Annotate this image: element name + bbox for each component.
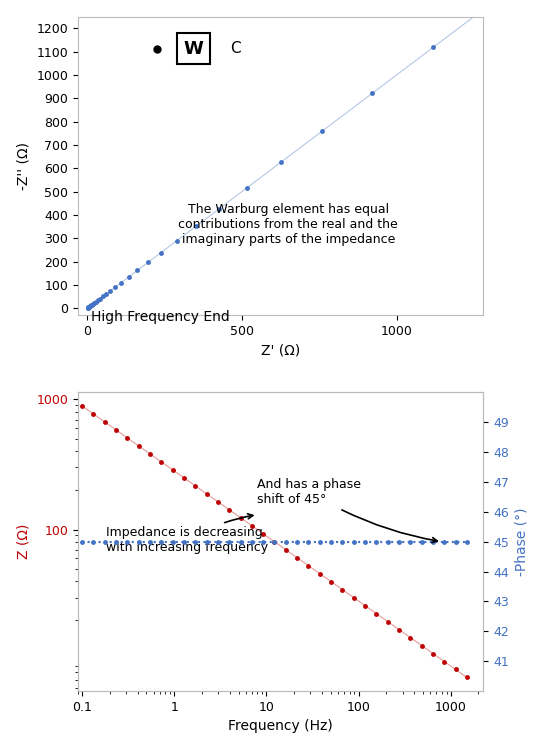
Text: W: W — [184, 40, 203, 58]
Text: C: C — [230, 41, 240, 56]
X-axis label: Z' (Ω): Z' (Ω) — [261, 344, 300, 358]
Text: And has a phase
shift of 45°: And has a phase shift of 45° — [257, 478, 437, 542]
Y-axis label: -Z'' (Ω): -Z'' (Ω) — [17, 142, 31, 190]
X-axis label: Frequency (Hz): Frequency (Hz) — [228, 719, 333, 734]
Y-axis label: Z (Ω): Z (Ω) — [17, 524, 31, 560]
Text: The Warburg element has equal
contributions from the real and the
imaginary part: The Warburg element has equal contributi… — [178, 202, 398, 246]
Text: Impedance is decreasing
with increasing frequency: Impedance is decreasing with increasing … — [106, 514, 268, 554]
Text: Low Frequency End: Low Frequency End — [0, 749, 1, 750]
Y-axis label: -Phase (°): -Phase (°) — [514, 508, 528, 576]
Text: High Frequency End: High Frequency End — [91, 310, 230, 323]
